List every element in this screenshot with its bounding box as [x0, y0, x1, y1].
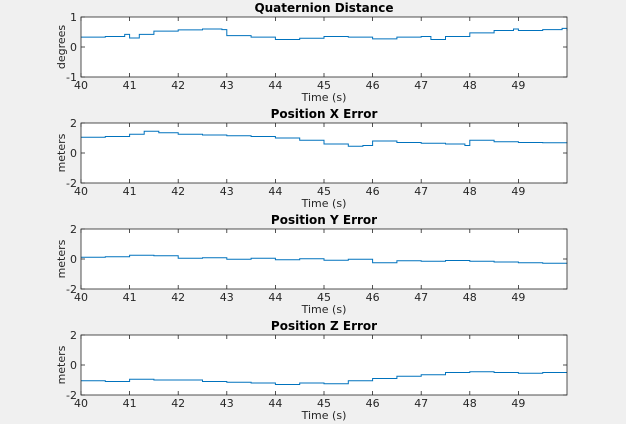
x-tick-label: 43: [220, 291, 234, 304]
y-axis-label: meters: [55, 345, 68, 384]
x-tick-label: 46: [366, 185, 380, 198]
subplot-2: 40 41 42 43 44 45 46 47 48 49 -2 0 2 Position X Error…: [55, 107, 568, 210]
y-axis-label: meters: [55, 133, 68, 172]
x-tick-label: 41: [123, 185, 137, 198]
x-tick-label: 40: [74, 291, 88, 304]
y-axis-label: degrees: [55, 25, 68, 70]
y-tick-label: -2: [66, 389, 77, 402]
plot-title: Position X Error: [271, 107, 378, 121]
y-tick-label: 1: [70, 11, 77, 24]
plot-area: [81, 335, 567, 395]
series-line: [81, 371, 567, 385]
series-line: [81, 254, 568, 264]
x-tick-label: 45: [317, 185, 331, 198]
x-axis-label: Time (s): [301, 303, 347, 316]
x-tick-label: 44: [268, 397, 282, 410]
x-tick-label: 49: [511, 291, 525, 304]
x-tick-label: 40: [74, 79, 88, 92]
y-tick-label: 2: [70, 223, 77, 236]
subplot-3: 40 41 42 43 44 45 46 47 48 49 -2 0 2 Position Y Error…: [55, 213, 568, 316]
series-line: [81, 130, 568, 147]
x-tick-label: 46: [366, 397, 380, 410]
y-axis-label: meters: [55, 239, 68, 278]
x-axis-label: Time (s): [301, 409, 347, 422]
plot-title: Position Z Error: [271, 319, 377, 333]
y-tick-label: 2: [70, 117, 77, 130]
x-tick-label: 46: [366, 291, 380, 304]
subplot-4: 40 41 42 43 44 45 46 47 48 49 -2 0 2 Position Z Error…: [55, 319, 568, 422]
x-tick-label: 47: [414, 397, 428, 410]
x-tick-label: 40: [74, 185, 88, 198]
plot-title: Position Y Error: [271, 213, 377, 227]
x-tick-label: 45: [317, 291, 331, 304]
x-tick-label: 47: [414, 291, 428, 304]
x-axis-label: Time (s): [301, 197, 347, 210]
x-tick-label: 43: [220, 79, 234, 92]
series-line: [81, 27, 568, 40]
plot-area: [81, 17, 567, 77]
subplot-1: 40 41 42 43 44 45 46 47 48 49 -1 0 1 Quaternion Dista…: [55, 1, 568, 104]
x-tick-label: 41: [123, 291, 137, 304]
x-tick-label: 49: [511, 397, 525, 410]
x-tick-label: 47: [414, 79, 428, 92]
y-tick-label: -2: [66, 177, 77, 190]
x-tick-label: 41: [123, 397, 137, 410]
x-tick-label: 41: [123, 79, 137, 92]
x-tick-label: 49: [511, 79, 525, 92]
plot-title: Quaternion Distance: [254, 1, 393, 15]
x-tick-label: 43: [220, 185, 234, 198]
x-tick-label: 48: [463, 185, 477, 198]
x-tick-label: 48: [463, 79, 477, 92]
y-tick-label: 0: [70, 359, 77, 372]
x-tick-label: 42: [171, 397, 185, 410]
x-tick-label: 49: [511, 185, 525, 198]
plot-area: [81, 123, 567, 183]
x-tick-label: 40: [74, 397, 88, 410]
y-tick-label: 0: [70, 41, 77, 54]
x-tick-label: 48: [463, 397, 477, 410]
x-tick-label: 42: [171, 79, 185, 92]
y-tick-label: 0: [70, 147, 77, 160]
x-tick-label: 46: [366, 79, 380, 92]
x-tick-label: 45: [317, 397, 331, 410]
x-tick-label: 42: [171, 185, 185, 198]
y-tick-label: 0: [70, 253, 77, 266]
x-tick-label: 43: [220, 397, 234, 410]
y-tick-label: -1: [66, 71, 77, 84]
x-tick-label: 44: [268, 185, 282, 198]
x-tick-label: 42: [171, 291, 185, 304]
x-axis-label: Time (s): [301, 91, 347, 104]
x-tick-label: 45: [317, 79, 331, 92]
x-tick-label: 44: [268, 79, 282, 92]
y-tick-label: -2: [66, 283, 77, 296]
y-tick-label: 2: [70, 329, 77, 342]
x-tick-label: 47: [414, 185, 428, 198]
x-tick-label: 44: [268, 291, 282, 304]
x-tick-label: 48: [463, 291, 477, 304]
